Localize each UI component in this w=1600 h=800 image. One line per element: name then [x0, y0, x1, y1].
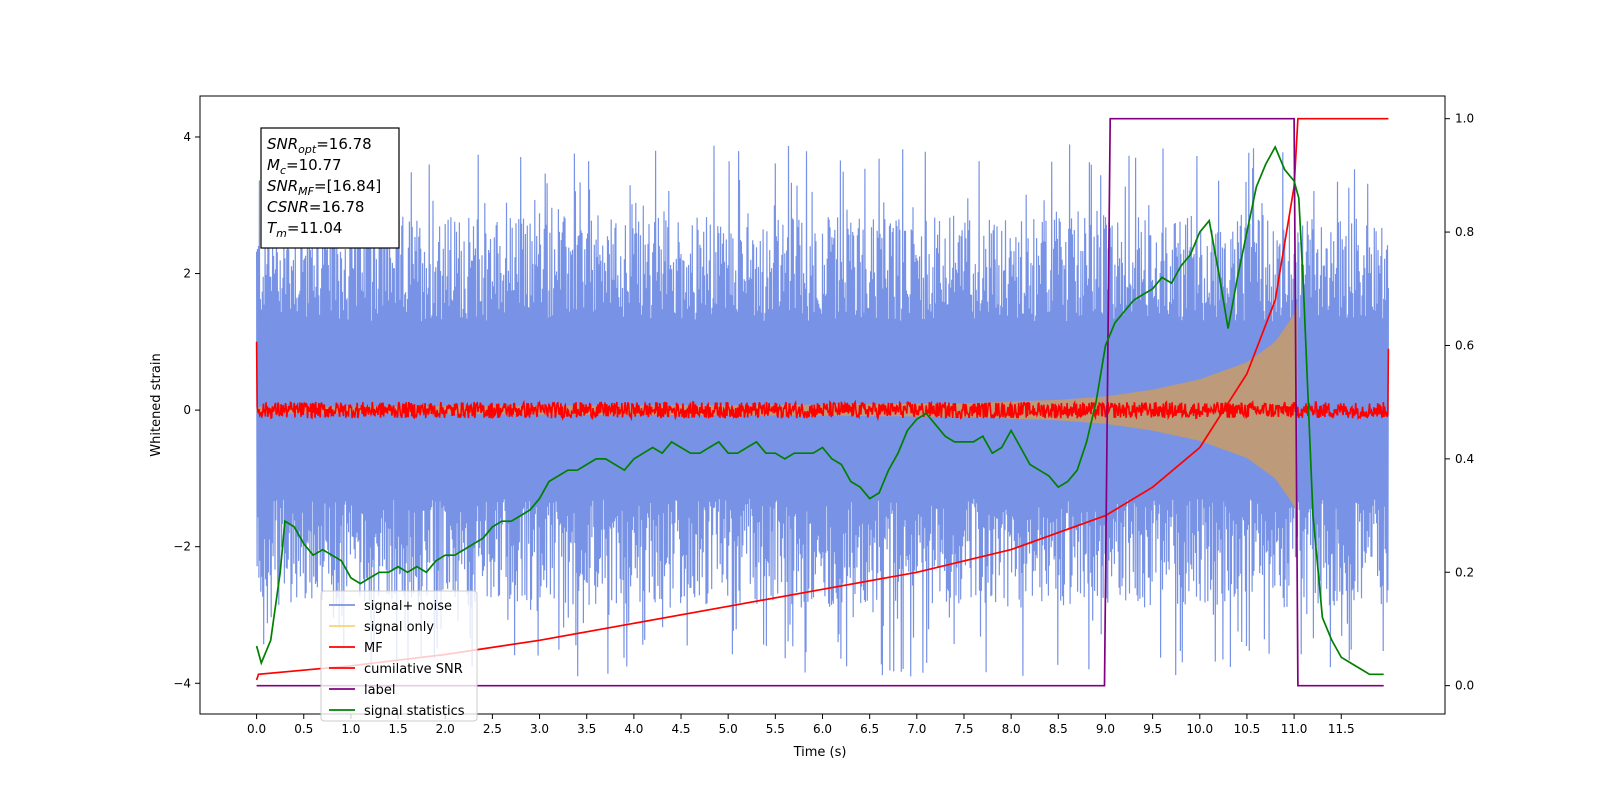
y2-tick-label: 0.2 — [1455, 565, 1474, 579]
x-tick-label: 7.0 — [907, 722, 926, 736]
axes-layer: 0.0 0.5 1.0 1.5 2.0 2.5 3.0 3.5 4.0 4.5 5.0 5.5 6.0 6… — [173, 112, 1474, 736]
x-tick-label: 11.0 — [1281, 722, 1308, 736]
x-tick-label: 6.5 — [860, 722, 879, 736]
y2-tick-label: 0.8 — [1455, 225, 1474, 239]
x-tick-label: 8.0 — [1002, 722, 1021, 736]
x-tick-label: 0.5 — [294, 722, 313, 736]
x-tick-label: 10.5 — [1234, 722, 1261, 736]
stats-annotation-box: SNRopt=16.78Mc=10.77SNRMF=[16.84]CSNR=16… — [260, 127, 400, 249]
legend-label: signal+ noise — [364, 599, 452, 614]
x-tick-label: 4.5 — [671, 722, 690, 736]
y-axis-label: Whitened strain — [149, 353, 164, 456]
y2-tick-label: 0.6 — [1455, 338, 1474, 352]
stats-line: SNRopt=16.78 — [267, 135, 372, 156]
x-tick-label: 3.0 — [530, 722, 549, 736]
legend-label: signal statistics — [364, 704, 465, 719]
legend-frame — [320, 590, 478, 722]
x-tick-label: 1.5 — [389, 722, 408, 736]
x-tick-label: 3.5 — [577, 722, 596, 736]
x-axis-label: Time (s) — [793, 745, 847, 760]
legend-label: MF — [364, 641, 383, 656]
x-tick-label: 5.5 — [766, 722, 785, 736]
x-tick-label: 1.0 — [341, 722, 360, 736]
legend-label: label — [364, 683, 395, 698]
x-tick-label: 2.0 — [436, 722, 455, 736]
x-tick-label: 7.5 — [954, 722, 973, 736]
x-tick-label: 0.0 — [247, 722, 266, 736]
series-signal-statistics — [255, 145, 1384, 676]
stats-box-frame — [260, 127, 400, 249]
x-tick-label: 8.5 — [1049, 722, 1068, 736]
x-tick-label: 11.5 — [1328, 722, 1355, 736]
x-tick-label: 2.5 — [483, 722, 502, 736]
x-tick-label: 5.0 — [719, 722, 738, 736]
stats-line: SNRMF=[16.84] — [267, 177, 381, 198]
x-tick-label: 6.0 — [813, 722, 832, 736]
stats-line: CSNR=16.78 — [267, 198, 364, 216]
series-signal-noise — [256, 144, 1390, 677]
y-tick-label: 4 — [183, 130, 191, 144]
stats-line: Tm=11.04 — [267, 219, 342, 240]
y-tick-label: 2 — [183, 267, 191, 281]
legend: signal+ noise signal only MF cumilative SNR… — [320, 590, 478, 722]
series-label — [256, 117, 1384, 687]
legend-label: cumilative SNR — [364, 662, 463, 677]
y-tick-label: 0 — [183, 403, 191, 417]
y2-tick-label: 0.4 — [1455, 452, 1474, 466]
x-tick-label: 4.0 — [624, 722, 643, 736]
y2-tick-label: 0.0 — [1455, 679, 1474, 693]
x-tick-label: 9.0 — [1096, 722, 1115, 736]
series-mf — [255, 341, 1390, 422]
x-tick-label: 10.0 — [1186, 722, 1213, 736]
x-tick-label: 9.5 — [1143, 722, 1162, 736]
legend-label: signal only — [364, 620, 434, 635]
y-tick-label: −2 — [173, 540, 191, 554]
y-tick-label: −4 — [173, 676, 191, 690]
y2-tick-label: 1.0 — [1455, 112, 1474, 126]
stats-line: Mc=10.77 — [267, 156, 342, 177]
